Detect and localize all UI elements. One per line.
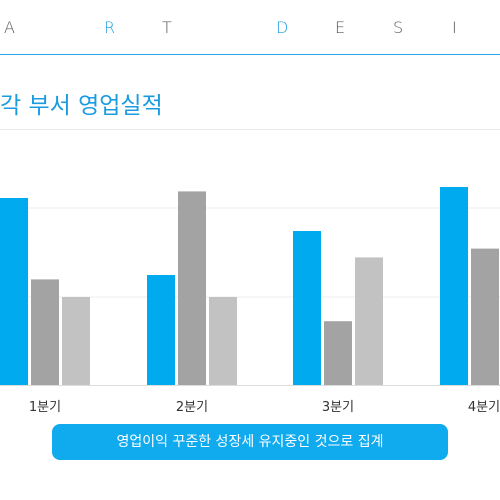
- bar: [178, 191, 206, 385]
- x-tick-label: 3분기: [322, 400, 354, 415]
- bar-chart: 1분기 2분기 3분기 4분기: [0, 187, 500, 415]
- header-letter: T: [162, 18, 172, 37]
- bar: [209, 297, 237, 385]
- bar: [62, 297, 90, 385]
- x-tick-label: 4분기: [468, 400, 500, 415]
- header-divider: [0, 54, 500, 55]
- bar: [0, 198, 28, 385]
- header-letter: A: [4, 18, 15, 37]
- title-divider: [0, 129, 500, 130]
- bar: [471, 248, 499, 385]
- bar: [147, 275, 175, 385]
- chart-title: 각 부서 영업실적: [0, 93, 163, 119]
- bar: [355, 257, 383, 385]
- header-letter: S: [393, 18, 404, 37]
- bar: [31, 279, 59, 385]
- x-tick-label: 1분기: [29, 400, 61, 415]
- header-letter: R: [104, 18, 116, 37]
- header-letter: I: [452, 18, 457, 37]
- bar: [293, 231, 321, 385]
- bar: [440, 187, 468, 385]
- x-tick-label: 2분기: [176, 400, 208, 415]
- header-letter: E: [335, 18, 346, 37]
- header-letter: D: [276, 18, 289, 37]
- bar: [324, 321, 352, 385]
- footer-note: 영업이익 꾸준한 성장세 유지중인 것으로 집계: [52, 424, 448, 460]
